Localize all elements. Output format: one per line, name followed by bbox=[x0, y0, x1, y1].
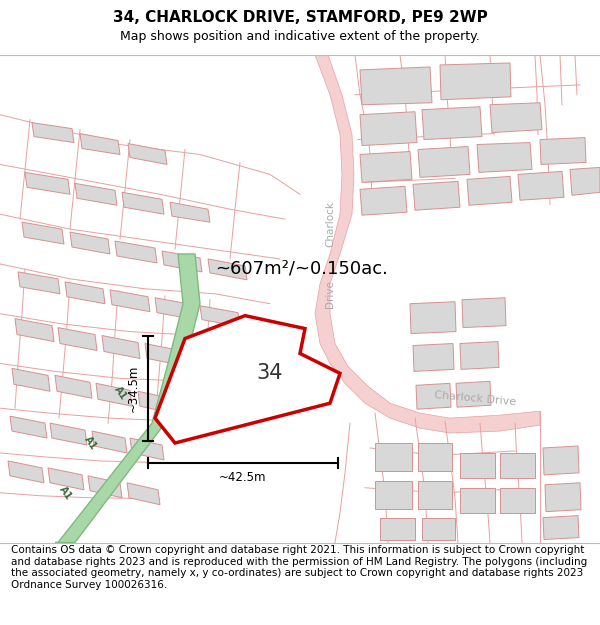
Polygon shape bbox=[418, 146, 470, 177]
Polygon shape bbox=[48, 468, 84, 490]
Polygon shape bbox=[375, 481, 412, 509]
Polygon shape bbox=[375, 443, 412, 471]
Polygon shape bbox=[500, 453, 535, 478]
Polygon shape bbox=[155, 298, 195, 319]
Text: Drive: Drive bbox=[325, 280, 335, 308]
Polygon shape bbox=[413, 181, 460, 210]
Polygon shape bbox=[440, 63, 511, 100]
Polygon shape bbox=[410, 302, 456, 334]
Polygon shape bbox=[477, 142, 532, 172]
Text: A1: A1 bbox=[82, 434, 98, 452]
Polygon shape bbox=[55, 254, 200, 542]
Polygon shape bbox=[127, 482, 160, 505]
Polygon shape bbox=[75, 183, 117, 205]
Polygon shape bbox=[418, 443, 452, 471]
Polygon shape bbox=[460, 341, 499, 369]
Polygon shape bbox=[540, 138, 586, 164]
Polygon shape bbox=[460, 453, 495, 478]
Text: Charlock: Charlock bbox=[325, 201, 335, 247]
Polygon shape bbox=[490, 102, 542, 132]
Polygon shape bbox=[122, 192, 164, 214]
Polygon shape bbox=[460, 488, 495, 512]
Polygon shape bbox=[518, 171, 564, 200]
Polygon shape bbox=[380, 518, 415, 539]
Text: A1: A1 bbox=[57, 484, 73, 501]
Polygon shape bbox=[422, 518, 455, 539]
Polygon shape bbox=[462, 298, 506, 328]
Text: ~34.5m: ~34.5m bbox=[127, 364, 140, 412]
Polygon shape bbox=[155, 316, 340, 443]
Polygon shape bbox=[96, 383, 132, 406]
Polygon shape bbox=[418, 481, 452, 509]
Polygon shape bbox=[413, 344, 454, 371]
Polygon shape bbox=[360, 67, 432, 105]
Polygon shape bbox=[360, 112, 417, 146]
Polygon shape bbox=[162, 251, 202, 272]
Polygon shape bbox=[570, 168, 600, 195]
Polygon shape bbox=[12, 368, 50, 391]
Polygon shape bbox=[102, 336, 140, 359]
Text: 34, CHARLOCK DRIVE, STAMFORD, PE9 2WP: 34, CHARLOCK DRIVE, STAMFORD, PE9 2WP bbox=[113, 10, 487, 25]
Polygon shape bbox=[416, 383, 451, 409]
Polygon shape bbox=[18, 272, 60, 294]
Text: Charlock Drive: Charlock Drive bbox=[434, 389, 517, 407]
Polygon shape bbox=[545, 482, 581, 512]
Polygon shape bbox=[25, 173, 70, 194]
Polygon shape bbox=[130, 438, 164, 460]
Polygon shape bbox=[543, 516, 579, 539]
Polygon shape bbox=[360, 186, 407, 215]
Polygon shape bbox=[500, 488, 535, 512]
Polygon shape bbox=[467, 176, 512, 205]
Polygon shape bbox=[145, 344, 182, 366]
Polygon shape bbox=[88, 476, 122, 498]
Polygon shape bbox=[115, 241, 157, 263]
Polygon shape bbox=[50, 423, 87, 445]
Polygon shape bbox=[55, 376, 92, 398]
Text: 34: 34 bbox=[257, 363, 283, 383]
Polygon shape bbox=[456, 381, 491, 408]
Polygon shape bbox=[15, 319, 54, 341]
Polygon shape bbox=[80, 134, 120, 154]
Polygon shape bbox=[360, 151, 412, 182]
Polygon shape bbox=[200, 306, 240, 327]
Polygon shape bbox=[543, 446, 579, 475]
Polygon shape bbox=[65, 282, 105, 304]
Polygon shape bbox=[295, 55, 540, 433]
Text: ~42.5m: ~42.5m bbox=[219, 471, 267, 484]
Polygon shape bbox=[128, 144, 167, 164]
Polygon shape bbox=[8, 461, 44, 482]
Text: A1: A1 bbox=[112, 384, 128, 402]
Polygon shape bbox=[58, 328, 97, 351]
Polygon shape bbox=[138, 391, 172, 413]
Polygon shape bbox=[10, 416, 47, 438]
Polygon shape bbox=[32, 122, 74, 142]
Polygon shape bbox=[422, 107, 482, 139]
Polygon shape bbox=[110, 290, 150, 312]
Polygon shape bbox=[170, 202, 210, 222]
Polygon shape bbox=[70, 232, 110, 254]
Polygon shape bbox=[92, 431, 127, 453]
Text: Map shows position and indicative extent of the property.: Map shows position and indicative extent… bbox=[120, 30, 480, 43]
Polygon shape bbox=[208, 259, 247, 280]
Text: ~607m²/~0.150ac.: ~607m²/~0.150ac. bbox=[215, 260, 388, 278]
Polygon shape bbox=[22, 222, 64, 244]
Text: Contains OS data © Crown copyright and database right 2021. This information is : Contains OS data © Crown copyright and d… bbox=[11, 545, 587, 590]
